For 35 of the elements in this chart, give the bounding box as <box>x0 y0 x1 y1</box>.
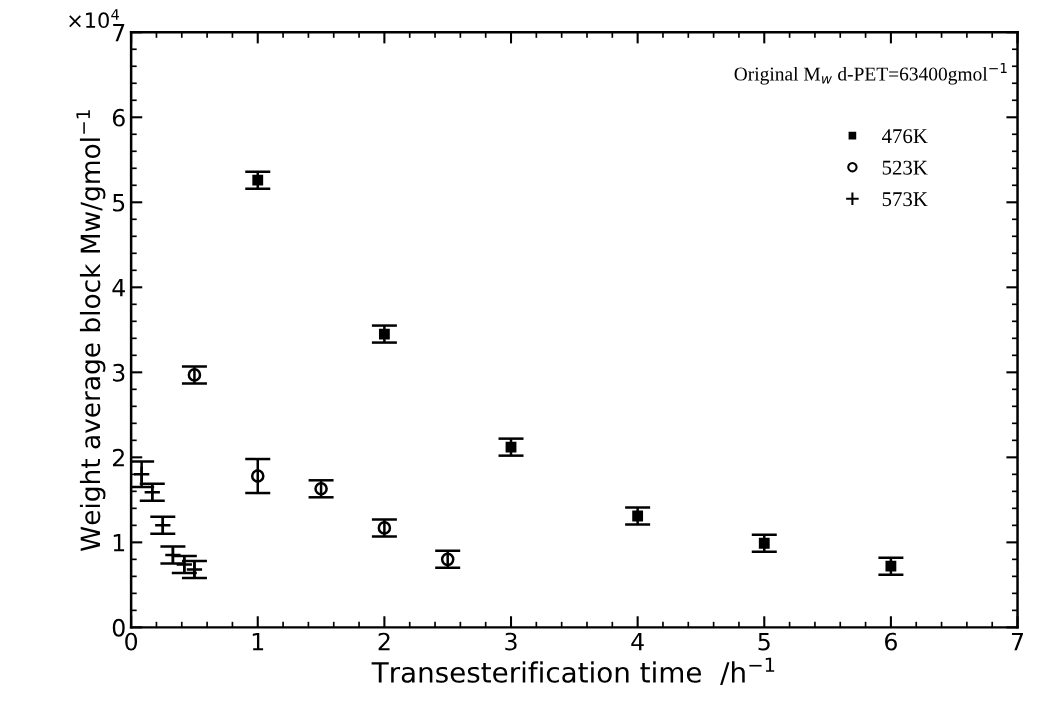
y-tick-label: 5 <box>113 194 125 212</box>
point <box>314 481 328 496</box>
x-tick-label: 2 <box>378 632 390 651</box>
legend-label: 523K <box>882 160 928 175</box>
x-tick-label: 4 <box>631 632 644 651</box>
point <box>440 552 455 567</box>
point <box>505 441 517 453</box>
point <box>250 469 265 483</box>
point <box>132 465 151 484</box>
x-tick-label: 0 <box>125 632 138 651</box>
y-tick-label: 4 <box>112 279 125 297</box>
y-tick-label: 0 <box>112 618 125 637</box>
point <box>187 368 202 382</box>
legend-label: 573K <box>882 192 928 207</box>
point <box>632 510 644 522</box>
y-tick-label: 1 <box>113 534 125 552</box>
x-tick-label: 7 <box>1011 632 1024 651</box>
legend-label: 476K <box>881 129 928 144</box>
x-axis-title: Transesterification time /h$^{−1}$ <box>371 657 775 686</box>
point <box>378 328 390 340</box>
y-tick-label: 7 <box>113 24 125 42</box>
x-tick-label: 5 <box>758 632 770 651</box>
y-axis-title: Weight average block Mw/gmol$^{−1}$ <box>76 110 106 551</box>
annotation: Original M$_{w}$ d-PET=63400gmol$^{−1}$ <box>734 63 1007 85</box>
x-tick-label: 1 <box>252 632 264 651</box>
x-tick-label: 6 <box>885 632 897 651</box>
point <box>153 516 172 535</box>
point <box>377 521 392 535</box>
point <box>885 560 897 572</box>
y-tick-label: 3 <box>113 363 125 382</box>
point <box>758 537 770 549</box>
y-tick-label: 6 <box>112 108 125 127</box>
x-tick-label: 3 <box>505 632 517 651</box>
point <box>252 174 264 186</box>
y-tick-label: 2 <box>112 448 124 467</box>
